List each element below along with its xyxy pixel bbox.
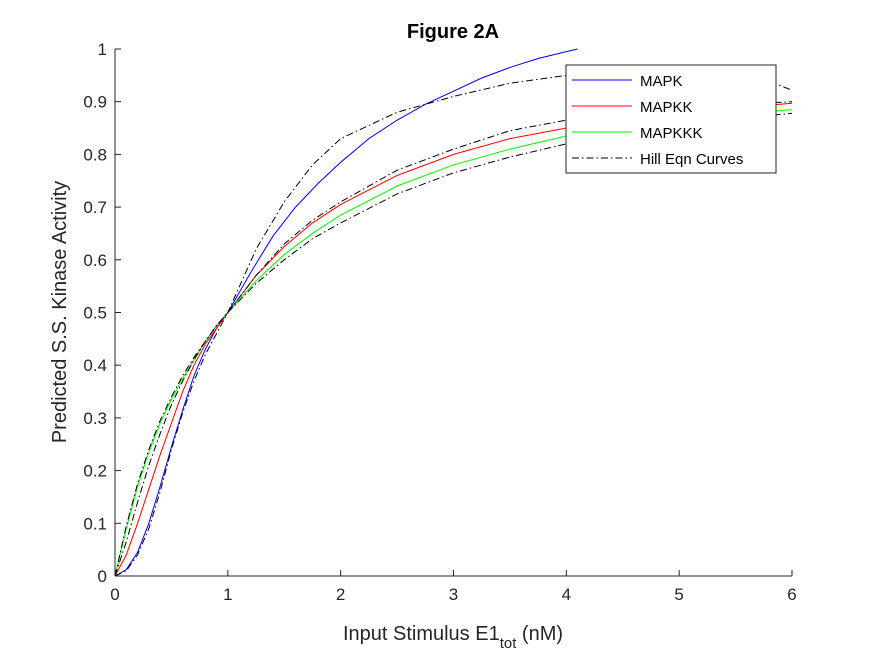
y-tick-label: 0.1 bbox=[83, 514, 107, 533]
legend-label: MAPKK bbox=[640, 99, 693, 116]
y-tick-label: 0.7 bbox=[83, 198, 107, 217]
legend-label: MAPKKK bbox=[640, 125, 703, 142]
legend-label: MAPK bbox=[640, 73, 683, 90]
legend-entries: MAPK MAPKK MAPKKK Hill Eqn Curves bbox=[572, 73, 743, 168]
y-axis-title: Predicted S.S. Kinase Activity bbox=[49, 181, 71, 443]
y-tick-label: 0.8 bbox=[83, 145, 107, 164]
x-tick-label: 5 bbox=[674, 585, 683, 604]
y-axis-ticks: 0 0.1 0.2 0.3 0.4 0.5 0.6 0.7 0.8 0.9 1 bbox=[83, 40, 121, 586]
y-tick-label: 0.9 bbox=[83, 93, 107, 112]
x-axis-title: Input Stimulus E1tot (nM) bbox=[343, 623, 563, 652]
x-axis-title-main: Input Stimulus E1 bbox=[343, 623, 500, 645]
x-tick-label: 6 bbox=[787, 585, 796, 604]
legend: MAPK MAPKK MAPKKK Hill Eqn Curves bbox=[565, 64, 777, 174]
y-tick-label: 1 bbox=[98, 40, 107, 59]
x-tick-label: 0 bbox=[110, 585, 119, 604]
x-tick-label: 3 bbox=[449, 585, 458, 604]
x-axis-title-subscript: tot bbox=[500, 635, 518, 652]
x-tick-label: 1 bbox=[223, 585, 232, 604]
y-tick-label: 0.6 bbox=[83, 251, 107, 270]
y-tick-label: 0 bbox=[98, 567, 107, 586]
y-tick-label: 0.5 bbox=[83, 304, 107, 323]
y-tick-label: 0.3 bbox=[83, 409, 107, 428]
legend-label: Hill Eqn Curves bbox=[640, 151, 743, 168]
y-tick-label: 0.4 bbox=[83, 356, 107, 375]
legend-box bbox=[565, 64, 777, 174]
x-axis-ticks: 0 1 2 3 4 5 6 bbox=[110, 570, 797, 604]
x-tick-label: 4 bbox=[562, 585, 571, 604]
y-tick-label: 0.2 bbox=[83, 462, 107, 481]
hill-eqn-curve-2 bbox=[114, 101, 793, 577]
hill-eqn-curve-3 bbox=[114, 112, 793, 577]
x-axis-title-unit: (nM) bbox=[516, 623, 563, 645]
chart-title: Figure 2A bbox=[407, 21, 499, 43]
series-line-mapk bbox=[114, 48, 578, 577]
x-tick-label: 2 bbox=[336, 585, 345, 604]
